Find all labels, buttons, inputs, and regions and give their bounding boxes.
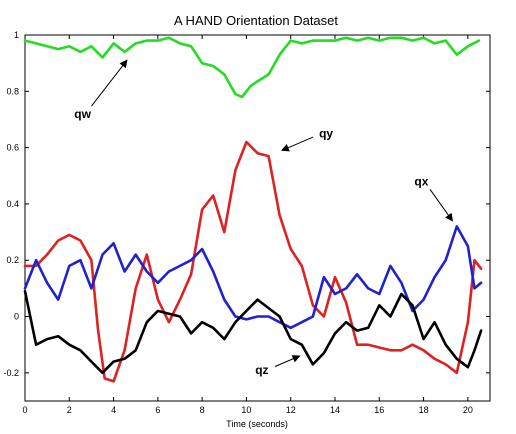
x-axis-label: Time (seconds) xyxy=(226,419,288,429)
x-tick-label: 14 xyxy=(330,405,340,415)
x-tick-label: 18 xyxy=(419,405,429,415)
x-tick-label: 10 xyxy=(241,405,251,415)
y-tick-label: 1 xyxy=(14,30,19,40)
annotation-arrow-qx xyxy=(429,189,453,222)
series-line-qy xyxy=(23,140,483,383)
y-tick-label: 0.8 xyxy=(6,86,19,96)
y-tick-label: 0.6 xyxy=(6,143,19,153)
annotation-label-qw: qw xyxy=(74,107,91,121)
annotation-label-qy: qy xyxy=(319,127,333,141)
series-line-qw xyxy=(23,36,481,99)
y-tick-label: 0.2 xyxy=(6,255,19,265)
x-tick-label: 2 xyxy=(67,405,72,415)
annotation-arrow-qy xyxy=(280,136,314,152)
x-tick-label: 6 xyxy=(155,405,160,415)
series-line-qx xyxy=(23,225,483,330)
x-tick-label: 4 xyxy=(111,405,116,415)
y-tick-label: 0.4 xyxy=(6,199,19,209)
annotation-arrow-qz xyxy=(274,355,301,367)
y-tick-label: -0.2 xyxy=(3,368,19,378)
annotation-arrow-qw xyxy=(91,59,128,107)
annotation-label-qz: qz xyxy=(255,363,268,377)
x-tick-label: 8 xyxy=(200,405,205,415)
x-tick-label: 12 xyxy=(286,405,296,415)
series-line-qz xyxy=(23,289,483,375)
y-tick-label: 0 xyxy=(14,312,19,322)
chart-title: A HAND Orientation Dataset xyxy=(174,13,338,28)
annotation-label-qx: qx xyxy=(414,174,428,188)
plot-frame xyxy=(24,34,491,402)
x-tick-label: 0 xyxy=(22,405,27,415)
x-tick-label: 16 xyxy=(374,405,384,415)
x-tick-label: 20 xyxy=(463,405,473,415)
